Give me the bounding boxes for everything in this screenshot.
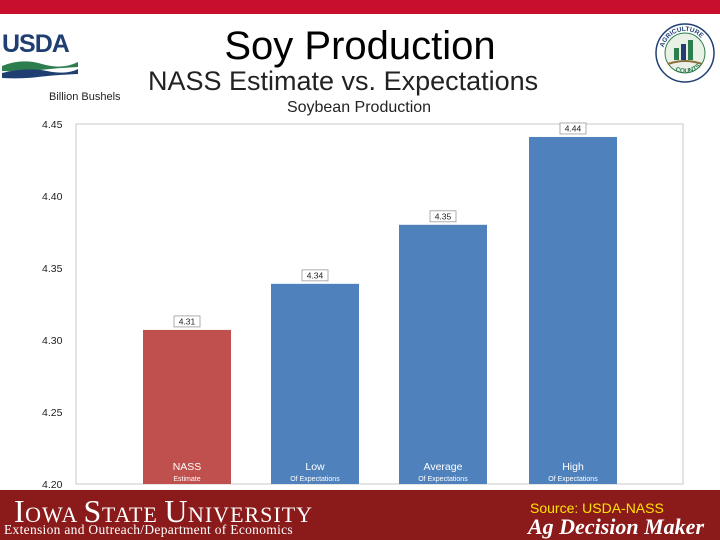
y-axis-unit-label: Billion Bushels [49, 91, 121, 103]
y-tick-label: 4.20 [42, 479, 63, 491]
slide-title: Soy Production [224, 24, 496, 68]
data-label-box [173, 315, 201, 328]
category-sublabel: Of Expectations [290, 476, 340, 483]
data-label: 4.34 [307, 270, 324, 280]
source-note: Source: USDA-NASS [530, 500, 664, 516]
category-label: Average [424, 461, 463, 473]
y-tick-label: 4.30 [42, 335, 63, 347]
iowa-state-university-wordmark: IOWA STATE UNIVERSITY [14, 493, 314, 529]
y-tick-label: 4.35 [42, 263, 63, 275]
agriculture-counts-seal-icon: AGRICULTURE COUNTS [655, 23, 715, 83]
data-label-box [429, 210, 457, 223]
top-accent-stripe [0, 0, 720, 14]
chart-subtitle-wrap: Soybean Production [0, 99, 720, 117]
ag-decision-maker-brand: Ag Decision Maker [528, 514, 704, 539]
department-line: Extension and Outreach/Department of Eco… [4, 522, 293, 537]
bar-low [271, 283, 359, 484]
bar-high [529, 136, 617, 484]
category-label: Low [305, 461, 325, 473]
category-sublabel: Of Expectations [418, 476, 468, 483]
y-tick-label: 4.45 [42, 119, 63, 131]
footer-band [0, 490, 720, 540]
chart-title: NASS Estimate vs. Expectations [148, 66, 539, 96]
y-tick-label: 4.25 [42, 407, 63, 419]
category-sublabel: Of Expectations [548, 476, 598, 483]
data-label: 4.44 [565, 123, 582, 133]
chart-subtitle: Soybean Production [286, 99, 432, 116]
data-label: 4.35 [435, 211, 452, 221]
bar-average [399, 224, 487, 485]
usda-logo-text: USDA [2, 30, 70, 58]
data-label: 4.31 [179, 316, 196, 326]
category-label: High [562, 461, 584, 473]
usda-logo: USDA [2, 30, 78, 80]
usda-hills-icon [2, 58, 78, 80]
category-label: NASS [173, 461, 202, 473]
bar-nass [143, 329, 231, 484]
data-label-box [559, 122, 587, 135]
y-tick-label: 4.40 [42, 191, 63, 203]
data-label-box [301, 269, 329, 282]
category-sublabel: Estimate [173, 476, 200, 483]
